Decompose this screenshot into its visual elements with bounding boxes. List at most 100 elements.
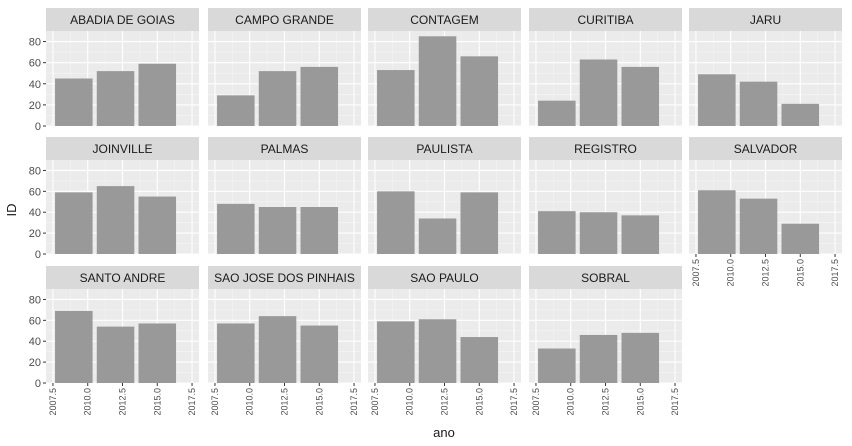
x-tick-label: 2010.0	[245, 388, 255, 416]
bar	[300, 66, 339, 126]
y-tick-label: 60	[29, 186, 41, 198]
x-tick-label: 2012.5	[601, 388, 611, 416]
y-tick-label: 80	[29, 165, 41, 177]
facet-strip	[689, 8, 842, 31]
x-tick-label: 2007.5	[48, 388, 58, 416]
facet-strip-label: SAO JOSE DOS PINHAIS	[214, 271, 355, 285]
bar	[377, 321, 415, 383]
bar	[739, 81, 778, 126]
x-tick-label: 2007.5	[370, 388, 380, 416]
bar	[579, 334, 618, 383]
facet-panel: SAO JOSE DOS PINHAIS 2007.5 2010.0 2012.5 20…	[208, 266, 361, 416]
x-tick-label: 2007.5	[531, 388, 541, 416]
x-tick-label: 2012.5	[118, 388, 128, 416]
bar	[460, 337, 499, 383]
x-tick-label: 2012.5	[280, 388, 290, 416]
x-tick-label: 2017.5	[670, 388, 680, 416]
x-tick-label: 2010.0	[83, 388, 93, 416]
facet-panel: PALMAS	[208, 137, 361, 255]
x-tick-label: 2017.5	[187, 388, 197, 416]
facet-strip-label: REGISTRO	[574, 142, 637, 156]
bar	[698, 190, 736, 254]
x-tick-label: 2007.5	[691, 259, 701, 287]
y-tick-label: 0	[35, 378, 41, 390]
facet-panel: PAULISTA	[368, 137, 521, 255]
bar	[96, 186, 135, 254]
x-tick-label: 2007.5	[210, 388, 220, 416]
x-tick-label: 2017.5	[349, 388, 359, 416]
x-tick-label: 2015.0	[152, 388, 162, 416]
y-tick-label: 80	[29, 37, 41, 49]
x-tick-label: 2012.5	[761, 259, 771, 287]
facet-strip-label: JOINVILLE	[92, 142, 152, 156]
bar	[217, 203, 255, 254]
bar	[300, 207, 339, 254]
facet-strip-label: CONTAGEM	[410, 13, 478, 27]
bar	[96, 326, 135, 383]
y-tick-label: 40	[29, 336, 41, 348]
facet-strip-label: SANTO ANDRE	[80, 271, 166, 285]
facet-panel: CURITIBA	[529, 8, 682, 127]
bar	[460, 192, 499, 254]
facet-strip	[529, 266, 682, 289]
bar	[300, 325, 339, 383]
bar	[55, 192, 93, 254]
bar	[377, 191, 415, 254]
bar	[621, 215, 660, 254]
y-tick-label: 0	[35, 249, 41, 261]
bar	[579, 59, 618, 126]
y-tick-label: 80	[29, 294, 41, 306]
x-tick-label: 2010.0	[405, 388, 415, 416]
facet-strip	[689, 137, 842, 160]
x-tick-label: 2012.5	[440, 388, 450, 416]
bar	[538, 348, 576, 383]
bar	[258, 316, 297, 383]
facet-strip-label: CAMPO GRANDE	[235, 13, 334, 27]
bar	[538, 100, 576, 126]
bar	[538, 211, 576, 254]
facet-panel: REGISTRO	[529, 137, 682, 255]
y-tick-label: 60	[29, 315, 41, 327]
facet-strip-label: PALMAS	[261, 142, 309, 156]
bar	[138, 63, 177, 126]
x-tick-label: 2017.5	[830, 259, 840, 287]
facet-panel: JARU	[689, 8, 842, 127]
facet-strip-label: JARU	[750, 13, 781, 27]
bar	[621, 66, 660, 126]
facet-strip	[529, 8, 682, 31]
facet-strip-label: SOBRAL	[581, 271, 630, 285]
facet-panel: SOBRAL 2007.5 2010.0 2012.5 2015.0 2017.5	[529, 266, 682, 416]
facet-strip	[529, 137, 682, 160]
facet-strip	[368, 137, 521, 160]
bar	[217, 323, 255, 383]
x-tick-label: 2015.0	[474, 388, 484, 416]
bar	[217, 95, 255, 126]
bar	[418, 218, 457, 254]
bar	[781, 223, 820, 254]
bar	[698, 74, 736, 126]
bar	[621, 332, 660, 383]
y-tick-label: 20	[29, 100, 41, 112]
x-axis-title: ano	[433, 425, 455, 440]
x-tick-label: 2010.0	[726, 259, 736, 287]
facet-strip	[208, 266, 361, 289]
y-tick-label: 40	[29, 207, 41, 219]
facet-strip	[208, 8, 361, 31]
bar	[258, 71, 297, 126]
y-tick-label: 40	[29, 79, 41, 91]
facet-strip	[46, 137, 199, 160]
facet-panel: CONTAGEM	[368, 8, 521, 127]
facet-strip	[368, 8, 521, 31]
y-tick-label: 60	[29, 58, 41, 70]
bar	[138, 323, 177, 383]
facet-strip	[46, 8, 199, 31]
facet-strip-label: ABADIA DE GOIAS	[70, 13, 175, 27]
bar	[258, 207, 297, 254]
facet-strip-label: SAO PAULO	[410, 271, 478, 285]
bar	[781, 103, 820, 126]
facet-panel: CAMPO GRANDE	[208, 8, 361, 127]
facet-strip-label: SALVADOR	[734, 142, 798, 156]
facet-panel: SAO PAULO 2007.5 2010.0 2012.5 2015.0 2017.5	[368, 266, 521, 416]
bar	[579, 212, 618, 254]
bar	[460, 56, 499, 127]
